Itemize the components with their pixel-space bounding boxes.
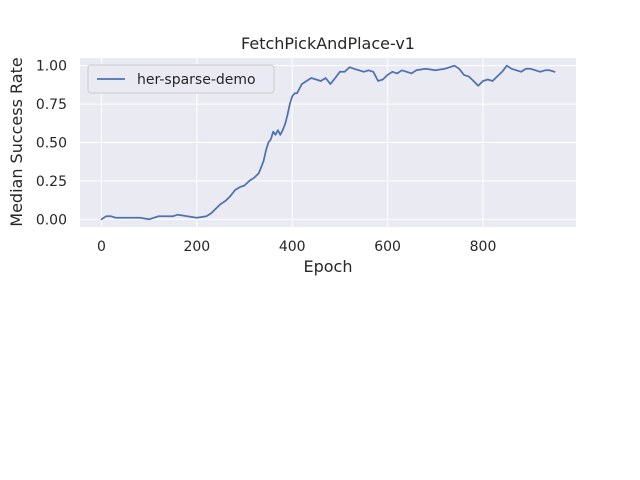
y-tick-label: 0.25 xyxy=(36,174,67,190)
x-tick-labels: 0 200 400 600 800 xyxy=(97,239,496,255)
legend-box xyxy=(87,64,275,94)
x-tick-label: 600 xyxy=(374,239,401,255)
series-layer xyxy=(100,64,556,221)
grid-lines xyxy=(80,58,576,227)
x-tick-label: 200 xyxy=(183,239,210,255)
legend-label-her-sparse-demo: her-sparse-demo xyxy=(137,72,256,88)
x-axis-label: Epoch xyxy=(304,257,353,276)
y-axis-label: Median Success Rate xyxy=(7,57,26,226)
y-tick-label: 0.75 xyxy=(36,97,67,113)
y-tick-label: 0.50 xyxy=(36,136,67,152)
x-tick-label: 0 xyxy=(97,239,106,255)
x-tick-label: 400 xyxy=(279,239,306,255)
y-tick-labels: 0.00 0.25 0.50 0.75 1.00 xyxy=(36,59,67,229)
y-tick-label: 0.00 xyxy=(36,212,67,228)
chart-title: FetchPickAndPlace-v1 xyxy=(241,34,415,53)
x-tick-label: 800 xyxy=(470,239,497,255)
legend: her-sparse-demo xyxy=(87,64,275,94)
series-line-her-sparse-demo xyxy=(100,64,556,221)
y-tick-label: 1.00 xyxy=(36,59,67,75)
